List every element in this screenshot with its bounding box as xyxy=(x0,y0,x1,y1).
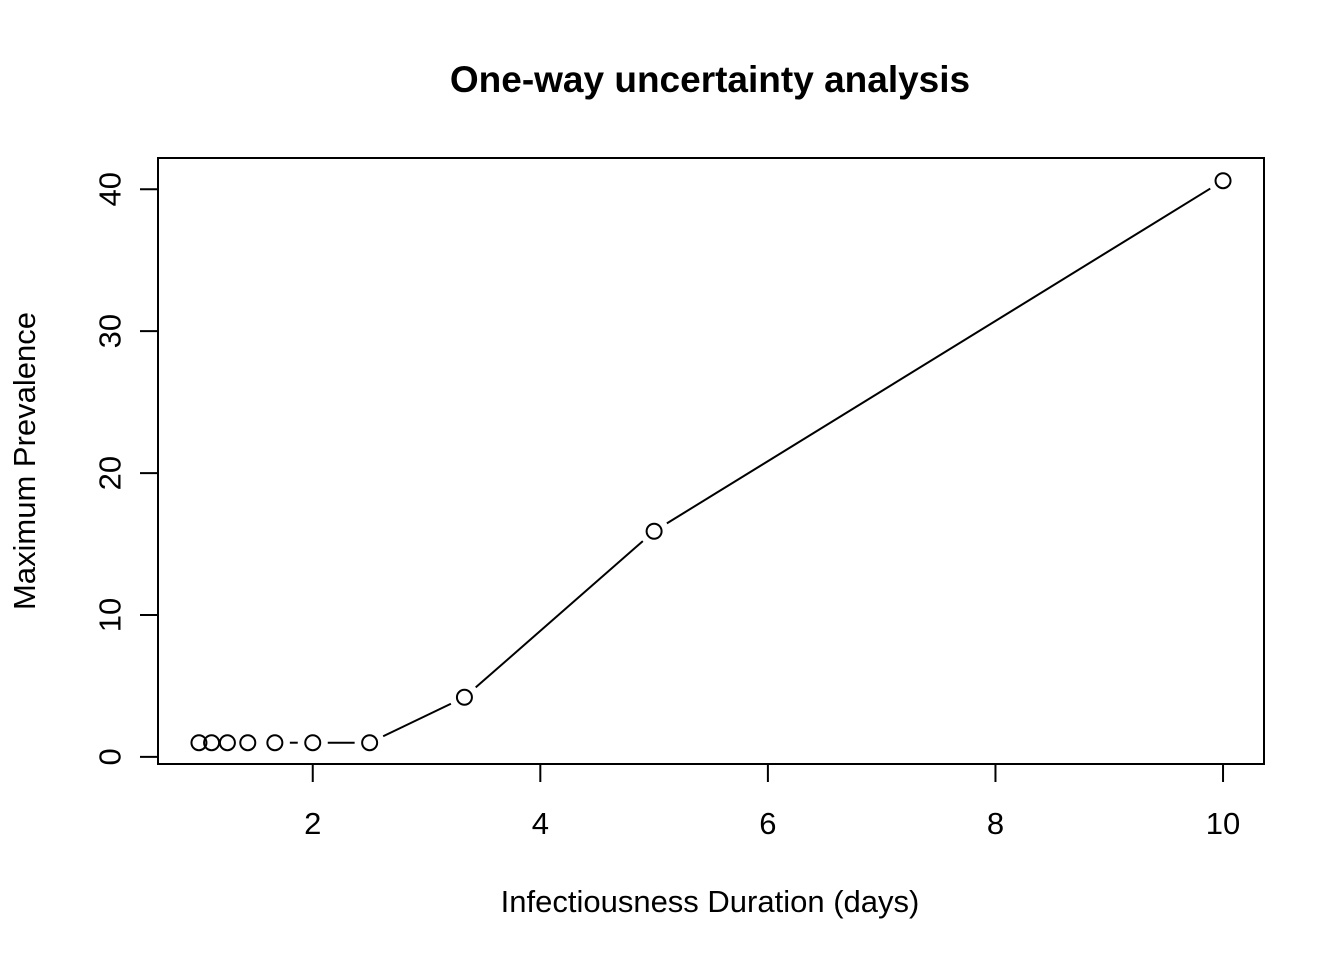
y-tick-label: 30 xyxy=(93,314,128,348)
y-tick-label: 40 xyxy=(93,172,128,206)
data-point xyxy=(645,522,663,540)
x-tick-label: 6 xyxy=(759,806,776,841)
series-lines xyxy=(289,187,1211,744)
data-point xyxy=(218,734,236,752)
y-tick-label: 10 xyxy=(93,598,128,632)
x-tick-label: 2 xyxy=(304,806,321,841)
x-tick-label: 10 xyxy=(1206,806,1240,841)
data-point xyxy=(304,734,322,752)
data-point xyxy=(361,734,379,752)
plot-frame xyxy=(157,157,1265,765)
x-tick-label: 8 xyxy=(987,806,1004,841)
data-point xyxy=(266,734,284,752)
data-point xyxy=(455,688,473,706)
chart-title: One-way uncertainty analysis xyxy=(450,59,970,100)
series-segment xyxy=(382,702,452,738)
series-points xyxy=(190,172,1232,752)
y-tick-label: 0 xyxy=(93,748,128,765)
series-segment xyxy=(666,187,1211,525)
data-point xyxy=(239,734,257,752)
x-tick-label: 4 xyxy=(532,806,549,841)
y-axis-label: Maximum Prevalence xyxy=(7,312,42,610)
y-tick-label: 20 xyxy=(93,456,128,490)
data-point xyxy=(190,734,208,752)
series-segment xyxy=(475,540,644,689)
y-axis: 0 10 20 30 40 xyxy=(93,172,159,766)
data-point xyxy=(1214,172,1232,190)
x-axis-label: Infectiousness Duration (days) xyxy=(501,884,920,919)
x-axis: 2 4 6 8 10 xyxy=(304,763,1240,841)
